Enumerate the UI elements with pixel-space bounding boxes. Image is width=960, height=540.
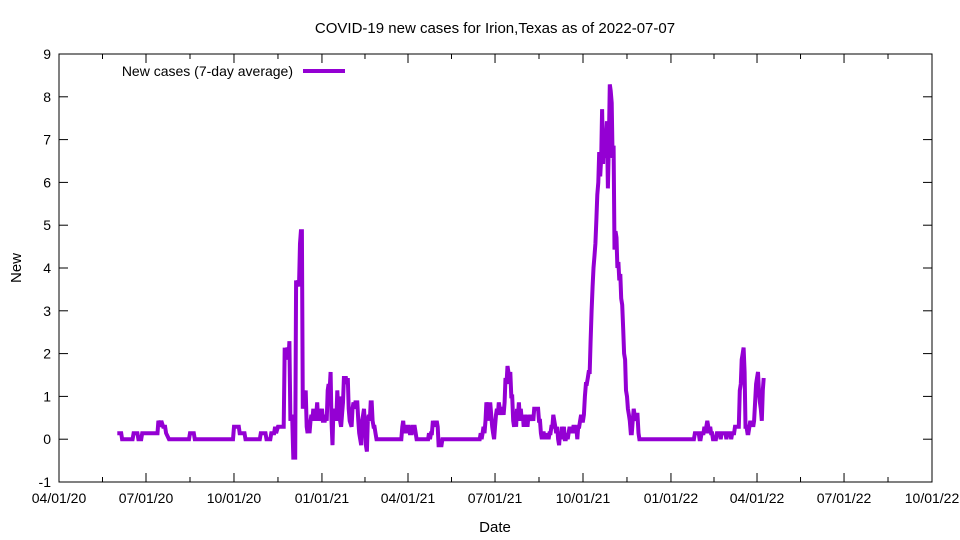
x-tick-label: 07/01/20 [119,490,174,506]
x-tick-label: 10/01/20 [207,490,262,506]
x-tick-label: 04/01/20 [32,490,87,506]
series-group [117,84,766,460]
series-line [117,84,766,460]
y-tick-label: -1 [39,474,52,490]
y-tick-label: 2 [43,346,51,362]
y-tick-label: 4 [43,260,51,276]
y-tick-label: 0 [43,431,51,447]
y-tick-label: 9 [43,46,51,62]
x-tick-label: 01/01/22 [644,490,699,506]
y-tick-label: 6 [43,174,51,190]
x-tick-label: 10/01/21 [556,490,611,506]
y-tick-label: 8 [43,89,51,105]
x-tick-label: 10/01/22 [905,490,960,506]
chart-title: COVID-19 new cases for Irion,Texas as of… [315,20,675,37]
y-tick-label: 3 [43,303,51,319]
x-axis-label: Date [479,519,511,536]
x-tick-label: 01/01/21 [295,490,350,506]
legend: New cases (7-day average) [122,63,345,79]
y-tick-label: 5 [43,217,51,233]
y-tick-label: 7 [43,132,51,148]
legend-label: New cases (7-day average) [122,63,293,79]
y-axis-label: New [8,253,25,283]
x-tick-label: 07/01/22 [817,490,872,506]
x-tick-label: 04/01/22 [730,490,785,506]
x-tick-label: 07/01/21 [468,490,523,506]
axes: -1 0 1 2 3 4 5 6 7 8 9 04/01/20 07/01/20 10/01/20 01/0… [32,46,960,506]
plot-frame [58,53,933,483]
y-tick-label: 1 [43,388,51,404]
x-tick-label: 04/01/21 [381,490,436,506]
